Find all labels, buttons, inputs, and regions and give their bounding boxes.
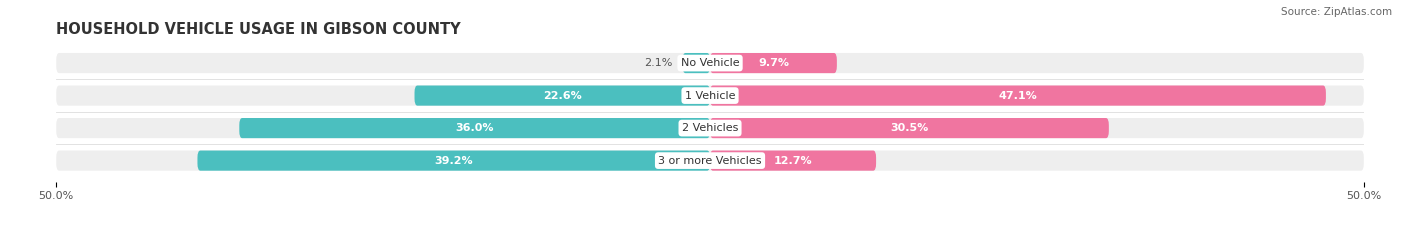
FancyBboxPatch shape <box>56 151 1364 171</box>
Text: 47.1%: 47.1% <box>998 91 1038 101</box>
Text: 1 Vehicle: 1 Vehicle <box>685 91 735 101</box>
FancyBboxPatch shape <box>682 53 710 73</box>
Text: 2.1%: 2.1% <box>644 58 672 68</box>
Text: No Vehicle: No Vehicle <box>681 58 740 68</box>
Text: 36.0%: 36.0% <box>456 123 494 133</box>
FancyBboxPatch shape <box>710 86 1326 106</box>
FancyBboxPatch shape <box>56 86 1364 106</box>
FancyBboxPatch shape <box>197 151 710 171</box>
Text: 2 Vehicles: 2 Vehicles <box>682 123 738 133</box>
FancyBboxPatch shape <box>56 118 1364 138</box>
Text: 22.6%: 22.6% <box>543 91 582 101</box>
Text: 39.2%: 39.2% <box>434 156 472 166</box>
FancyBboxPatch shape <box>415 86 710 106</box>
Legend: Owner-occupied, Renter-occupied: Owner-occupied, Renter-occupied <box>595 230 825 233</box>
FancyBboxPatch shape <box>710 151 876 171</box>
FancyBboxPatch shape <box>710 53 837 73</box>
FancyBboxPatch shape <box>710 118 1109 138</box>
FancyBboxPatch shape <box>56 53 1364 73</box>
Text: 9.7%: 9.7% <box>758 58 789 68</box>
Text: 30.5%: 30.5% <box>890 123 928 133</box>
Text: 3 or more Vehicles: 3 or more Vehicles <box>658 156 762 166</box>
Text: Source: ZipAtlas.com: Source: ZipAtlas.com <box>1281 7 1392 17</box>
Text: HOUSEHOLD VEHICLE USAGE IN GIBSON COUNTY: HOUSEHOLD VEHICLE USAGE IN GIBSON COUNTY <box>56 22 461 37</box>
FancyBboxPatch shape <box>239 118 710 138</box>
Text: 12.7%: 12.7% <box>773 156 813 166</box>
